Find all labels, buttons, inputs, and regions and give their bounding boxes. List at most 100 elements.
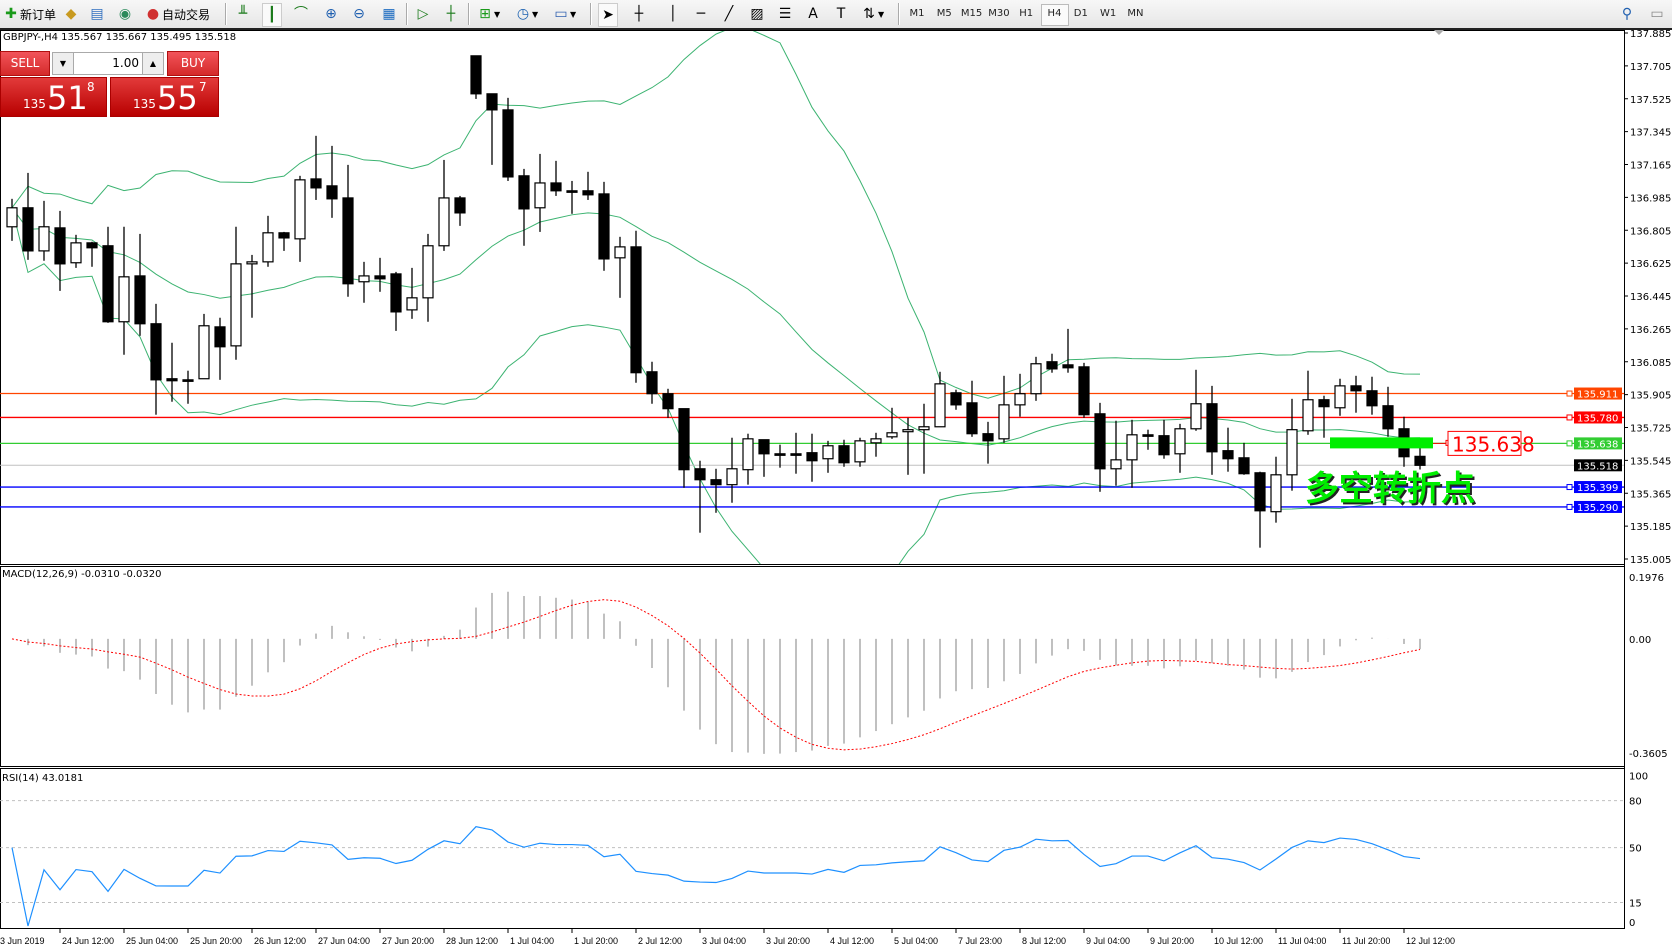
bull-candle-body xyxy=(1190,403,1202,430)
auto-scroll-button[interactable]: ▷ xyxy=(414,3,432,25)
candlestick-button[interactable]: ┃ xyxy=(262,3,282,27)
bear-candle-body xyxy=(582,190,594,196)
symbol-header: GBPJPY-,H4 135.567 135.667 135.495 135.5… xyxy=(3,32,237,43)
chart-shift-marker-icon[interactable] xyxy=(1434,30,1444,35)
time-tick-label: 4 Jul 12:00 xyxy=(830,936,874,946)
buy-price-prefix: 135 xyxy=(133,97,156,111)
arrows-icon: ⇅ xyxy=(863,6,875,22)
candle xyxy=(518,168,530,246)
time-tick-label: 26 Jun 12:00 xyxy=(254,936,306,946)
bear-candle-body xyxy=(326,185,338,200)
timeframe-m1[interactable]: M1 xyxy=(909,8,925,19)
buy-price-main: 55 xyxy=(157,79,198,117)
line-chart-button[interactable]: ⌒ xyxy=(292,3,310,25)
increase-lot-icon[interactable]: ▲ xyxy=(142,53,163,74)
timeframe-h4[interactable]: H4 xyxy=(1040,4,1069,26)
candle xyxy=(1126,419,1138,488)
candle xyxy=(1142,429,1154,450)
vertical-line-button[interactable]: │ xyxy=(664,3,682,25)
candle xyxy=(742,433,754,485)
timeframe-m15[interactable]: M15 xyxy=(960,8,983,19)
timeframe-h1[interactable]: H1 xyxy=(1019,8,1034,19)
terminal-button[interactable]: ▤ xyxy=(88,3,106,25)
bull-candle-body xyxy=(854,440,866,463)
bar-chart-button[interactable]: ╨ xyxy=(234,3,252,25)
rsi-axis-label: 80 xyxy=(1629,797,1642,808)
timeframe-m5[interactable]: M5 xyxy=(936,8,952,19)
sell-price-button[interactable]: 135 51 8 xyxy=(0,77,107,117)
templates-button[interactable]: ▭ ▼ xyxy=(552,3,576,25)
navigator-button[interactable]: ◆ xyxy=(62,3,80,25)
level-price-label: 135.638 xyxy=(1577,439,1618,450)
level-handle[interactable] xyxy=(1566,503,1573,510)
cursor-button[interactable]: ➤ xyxy=(598,3,618,27)
level-handle[interactable] xyxy=(1566,414,1573,421)
tile-windows-button[interactable]: ▦ xyxy=(380,3,398,25)
periods-button[interactable]: ◷ ▼ xyxy=(514,3,538,25)
buy-price-button[interactable]: 135 55 7 xyxy=(110,77,219,117)
bear-candle-body xyxy=(22,207,34,252)
bull-candle-body xyxy=(230,263,242,347)
new-order-button[interactable]: ✚ 新订单 xyxy=(2,3,56,25)
bear-candle-body xyxy=(150,323,162,381)
timeframe-m30[interactable]: M30 xyxy=(988,8,1010,19)
new-order-icon: ✚ xyxy=(5,6,17,22)
lot-size-input[interactable]: 1.00 xyxy=(112,56,139,70)
timeframe-w1[interactable]: W1 xyxy=(1099,8,1117,19)
candle xyxy=(630,230,642,383)
bull-candle-body xyxy=(742,438,754,471)
sell-button[interactable]: SELL xyxy=(0,51,50,76)
candle xyxy=(534,153,546,232)
candle xyxy=(950,389,962,410)
time-tick-label: 5 Jul 04:00 xyxy=(894,936,938,946)
candle xyxy=(230,226,242,360)
bar-chart-icon: ╨ xyxy=(238,6,248,22)
text-button[interactable]: A xyxy=(804,3,822,25)
arrows-button[interactable]: ⇅ ▼ xyxy=(860,3,884,25)
crosshair-icon: ┼ xyxy=(634,6,644,22)
zoom-in-button[interactable]: ⊕ xyxy=(322,3,340,25)
time-tick-label: 11 Jul 20:00 xyxy=(1342,936,1390,946)
crosshair-button[interactable]: ┼ xyxy=(630,3,648,25)
turning-point-label[interactable]: 多空转折点 xyxy=(1305,469,1475,509)
chart-shift-button[interactable]: ┼ xyxy=(442,3,460,25)
time-tick-label: 12 Jul 12:00 xyxy=(1406,936,1455,946)
lot-size-stepper[interactable]: ▼ 1.00 ▲ xyxy=(52,52,164,75)
timeframe-d1[interactable]: D1 xyxy=(1073,8,1088,19)
bull-candle-body xyxy=(6,207,18,228)
level-handle[interactable] xyxy=(1566,440,1573,447)
indicators-button[interactable]: ⊞ ▼ xyxy=(476,3,500,25)
candle xyxy=(502,97,514,181)
price-annotation-box[interactable] xyxy=(1447,430,1522,456)
candle xyxy=(870,432,882,457)
bull-candle-body xyxy=(1014,393,1026,406)
level-handle[interactable] xyxy=(1566,390,1573,397)
buy-button[interactable]: BUY xyxy=(167,51,219,76)
trendline-button[interactable]: ╱ xyxy=(720,3,738,25)
level-price-label: 135.290 xyxy=(1577,503,1618,514)
zoom-out-button[interactable]: ⊖ xyxy=(350,3,368,25)
timeframe-mn[interactable]: MN xyxy=(1127,8,1144,19)
bear-candle-body xyxy=(646,371,658,395)
decrease-lot-icon[interactable]: ▼ xyxy=(53,53,74,74)
text-label-button[interactable]: T xyxy=(832,3,850,25)
level-handle[interactable] xyxy=(1566,484,1573,491)
search-button[interactable]: ⚲ xyxy=(1618,3,1636,25)
bear-candle-body xyxy=(758,439,770,455)
tile-icon: ▦ xyxy=(382,6,396,22)
candle xyxy=(470,55,482,99)
bear-candle-body xyxy=(454,197,466,214)
auto-trading-button[interactable]: ● 自动交易 xyxy=(144,3,210,25)
signals-button[interactable]: ◉ xyxy=(116,3,134,25)
candle xyxy=(342,164,354,297)
turning-point-marker[interactable] xyxy=(1330,437,1433,449)
horizontal-line-button[interactable]: ─ xyxy=(692,3,710,25)
bull-candle-body xyxy=(1174,428,1186,455)
bear-candle-body xyxy=(502,109,514,178)
chat-button[interactable]: ▭ xyxy=(1648,3,1666,25)
rsi-label: RSI(14) 43.0181 xyxy=(2,773,83,784)
channel-button[interactable]: ▨ xyxy=(748,3,766,25)
fibonacci-button[interactable]: ☰ xyxy=(776,3,794,25)
price-tick-label: 137.705 xyxy=(1630,62,1671,73)
